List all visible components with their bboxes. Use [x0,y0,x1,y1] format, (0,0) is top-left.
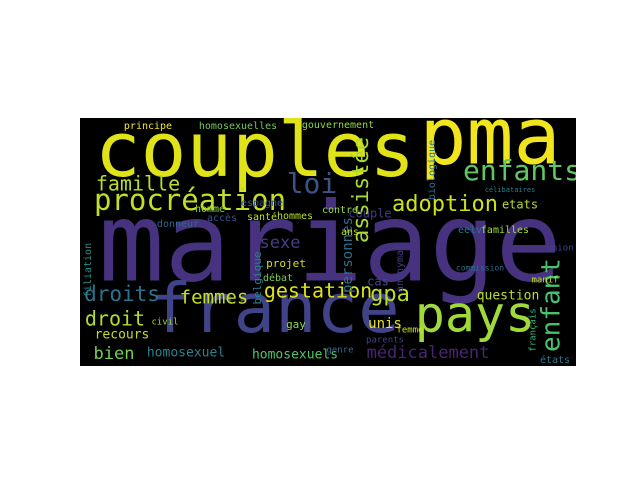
word: débat [263,272,293,284]
word: projet [266,257,306,270]
word: etats [502,198,538,212]
word: mariage [98,178,562,306]
word: droit [85,307,145,331]
word: parents [366,336,404,346]
word: adoption [392,192,498,217]
word: unis [368,316,402,332]
word: gestation [264,279,372,303]
word: recours [95,328,150,343]
word: bien [94,344,135,364]
word: gay [286,318,306,331]
word: couple [348,207,391,221]
word: femmes [180,287,249,309]
word: question [477,289,540,304]
cloud-background [80,118,576,366]
word: homosexuels [252,348,338,363]
word: ans [341,227,359,238]
word: civil [151,318,178,328]
word: contre [322,205,358,216]
word: femme [396,326,423,336]
word: familles [481,225,529,236]
word: états [540,354,570,366]
word: homosexuelles [199,121,277,132]
word: eelv [458,225,482,236]
word: homme [195,204,225,215]
word: pays [415,286,535,344]
word: famille [96,172,180,196]
word: union [546,244,573,254]
word: couples [95,105,415,194]
word: espagne [241,198,283,209]
word: enfant [537,258,567,352]
word: belgique [251,252,264,305]
word: loi [287,167,338,200]
word: célibataires [485,186,536,194]
word: français [529,308,539,351]
word: genre [326,346,353,356]
word: biologique [427,140,438,200]
word: droits [84,282,160,306]
word: cas [367,275,389,289]
word: procréation [94,183,286,217]
word: homosexuel [147,346,225,361]
word: hommes [277,211,313,222]
word: france [150,269,399,349]
word: gpa [370,282,410,307]
word: médicalement [367,343,490,363]
word: enfants [463,154,581,187]
word: anonymat [395,244,406,292]
word: accès [207,212,237,224]
word: principe [124,121,172,132]
word: manif [531,276,558,286]
word: commission [456,264,504,273]
word: filiation [83,243,94,297]
word: sexe [260,233,301,253]
word: pma [420,92,561,182]
word: santé [247,211,277,223]
word: donneur [157,219,199,230]
word: assistée [349,137,374,243]
word: gouvernement [302,120,374,131]
word: personnes [340,217,356,293]
